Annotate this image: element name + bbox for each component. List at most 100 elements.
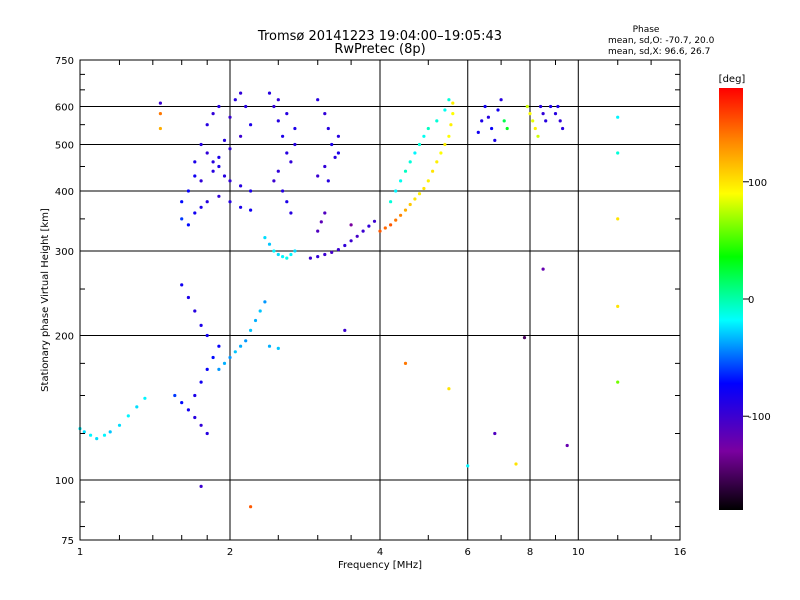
- colorbar-tick-label: 0: [748, 295, 754, 306]
- data-point: [361, 229, 365, 233]
- data-point: [276, 252, 280, 257]
- data-point: [330, 142, 334, 147]
- data-point: [525, 104, 529, 109]
- data-point: [293, 142, 297, 147]
- data-point: [323, 112, 327, 116]
- data-point: [117, 423, 122, 427]
- y-tick-label: 600: [55, 103, 74, 114]
- data-point: [281, 255, 285, 259]
- data-point: [539, 104, 543, 109]
- data-point: [413, 197, 417, 201]
- data-point: [276, 119, 280, 123]
- data-point: [466, 464, 470, 468]
- data-point: [263, 236, 267, 240]
- data-point: [443, 108, 447, 112]
- data-point: [228, 115, 232, 119]
- data-point: [431, 169, 435, 173]
- data-point: [323, 252, 327, 257]
- data-point: [253, 318, 258, 323]
- data-point: [476, 130, 480, 134]
- data-point: [493, 138, 497, 142]
- data-point: [293, 249, 297, 253]
- data-point: [228, 200, 232, 204]
- data-point: [89, 433, 93, 437]
- data-point: [403, 208, 408, 212]
- data-point: [408, 160, 412, 164]
- x-tick-label: 4: [377, 547, 383, 558]
- data-point: [281, 189, 285, 193]
- data-point: [285, 112, 289, 116]
- data-point: [193, 160, 197, 164]
- data-point: [394, 189, 398, 193]
- data-point: [616, 115, 620, 119]
- data-point: [199, 205, 203, 209]
- y-tick-label: 750: [55, 56, 74, 67]
- data-point: [180, 217, 184, 221]
- data-point: [205, 431, 209, 436]
- data-point: [480, 119, 484, 123]
- data-point: [447, 98, 451, 102]
- data-point: [267, 91, 272, 95]
- y-tick-label: 75: [61, 536, 74, 547]
- data-point: [205, 200, 209, 204]
- axis-ticks: 1 2 4 6 8 10 16 75 100 200 300 400 500 600 750: [55, 56, 686, 558]
- data-point: [426, 179, 430, 183]
- data-point: [561, 126, 565, 131]
- data-point: [199, 323, 203, 327]
- data-point: [333, 155, 337, 159]
- data-point: [108, 430, 112, 434]
- data-point: [199, 380, 203, 384]
- data-point: [451, 101, 455, 105]
- y-tick-label: 200: [55, 332, 74, 343]
- data-point: [514, 462, 518, 466]
- y-axis-label: Stationary phase Virtual Height [km]: [40, 208, 51, 392]
- data-point: [82, 430, 86, 434]
- data-point: [367, 224, 371, 228]
- data-point: [449, 123, 453, 127]
- data-point: [289, 160, 293, 164]
- data-point: [490, 126, 494, 131]
- data-point: [239, 184, 243, 188]
- data-point: [493, 431, 497, 436]
- data-point: [205, 151, 209, 155]
- data-point: [413, 151, 417, 155]
- data-point: [528, 112, 532, 116]
- data-point: [349, 223, 353, 227]
- data-point: [193, 393, 197, 398]
- data-point: [222, 138, 227, 142]
- data-point: [102, 433, 107, 437]
- data-point: [239, 91, 243, 95]
- x-tick-label: 16: [674, 547, 687, 558]
- x-tick-label: 1: [77, 547, 83, 558]
- data-point: [285, 151, 289, 155]
- colorbar: [719, 88, 743, 510]
- data-point: [249, 208, 253, 212]
- data-point: [522, 336, 527, 340]
- legend-line-o: mean, sd,O: -70.7, 20.0: [608, 36, 715, 46]
- data-point: [158, 101, 162, 105]
- data-point: [541, 267, 545, 271]
- data-point: [389, 223, 393, 227]
- data-point: [228, 355, 232, 360]
- data-point: [193, 309, 197, 313]
- data-point: [158, 112, 162, 116]
- data-point: [336, 134, 340, 138]
- legend-title: Phase: [633, 25, 660, 35]
- data-point: [316, 255, 320, 259]
- data-point: [394, 218, 398, 222]
- data-points: [78, 91, 620, 509]
- data-point: [417, 142, 422, 147]
- colorbar-tick-label: -100: [748, 412, 771, 423]
- data-point: [422, 186, 426, 191]
- data-point: [233, 350, 237, 354]
- data-point: [244, 104, 248, 109]
- colorbar-label: [deg]: [719, 74, 746, 85]
- data-point: [143, 396, 147, 400]
- data-point: [281, 134, 285, 138]
- data-point: [276, 169, 280, 173]
- data-point: [293, 126, 297, 131]
- data-point: [222, 361, 227, 365]
- data-point: [217, 104, 221, 109]
- data-point: [199, 142, 203, 147]
- data-point: [267, 242, 272, 246]
